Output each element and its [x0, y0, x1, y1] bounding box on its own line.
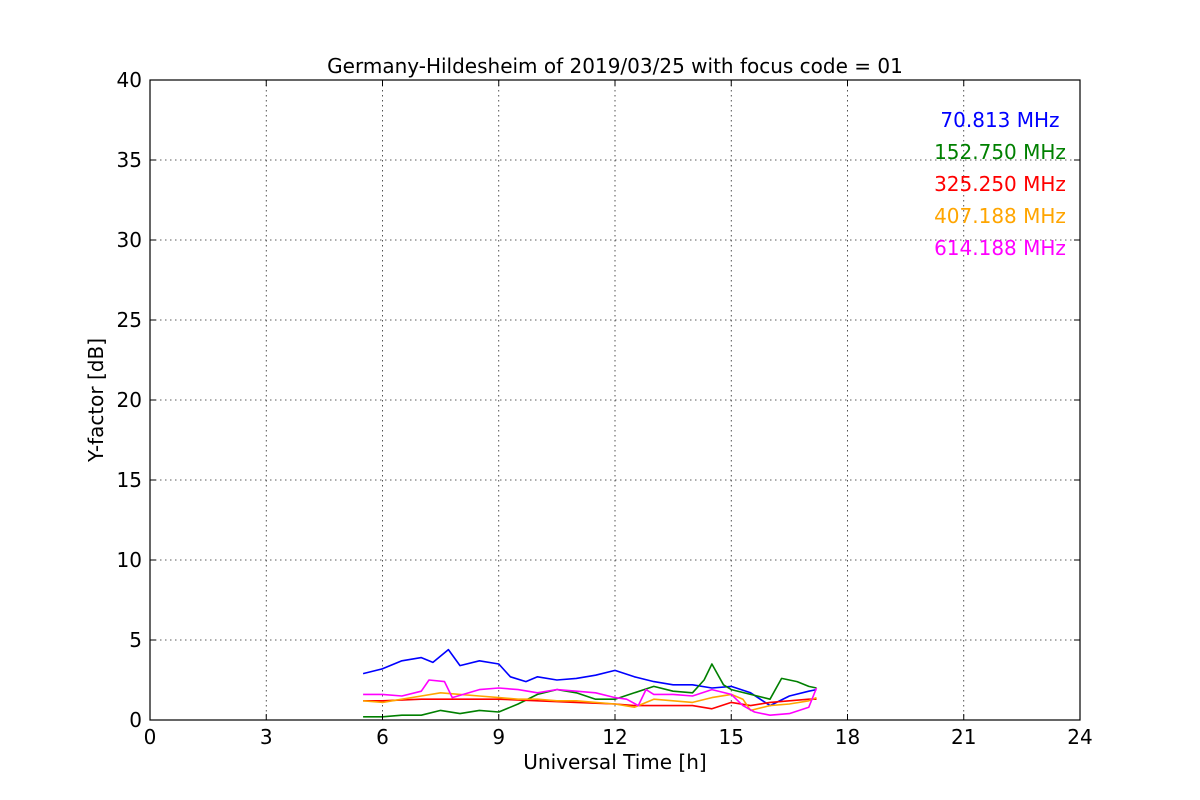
y-tick-label: 25 — [117, 308, 142, 332]
x-tick-label: 24 — [1067, 725, 1092, 749]
series-line — [363, 679, 818, 717]
y-tick-label: 0 — [129, 708, 142, 732]
y-axis-label: Y-factor [dB] — [84, 338, 108, 463]
legend: 70.813 MHz 152.750 MHz 325.250 MHz 407.188 … — [934, 108, 1066, 260]
y-tick-label: 20 — [117, 388, 142, 412]
ticks — [149, 79, 1081, 721]
x-tick-label: 9 — [492, 725, 505, 749]
legend-entry: 407.188 MHz — [934, 204, 1066, 228]
tick-labels: 0 3 6 9 12 15 18 21 24 0 5 10 15 20 25 30 35 40 — [117, 68, 1093, 749]
legend-entry: 70.813 MHz — [940, 108, 1059, 132]
x-axis-label: Universal Time [h] — [523, 750, 706, 774]
y-tick-label: 5 — [129, 628, 142, 652]
y-tick-label: 40 — [117, 68, 142, 92]
series-line — [363, 663, 817, 718]
legend-entry: 325.250 MHz — [934, 172, 1066, 196]
chart-title: Germany-Hildesheim of 2019/03/25 with fo… — [327, 54, 903, 78]
x-tick-label: 15 — [719, 725, 744, 749]
x-tick-label: 12 — [602, 725, 627, 749]
x-tick-label: 0 — [144, 725, 157, 749]
y-tick-label: 10 — [117, 548, 142, 572]
series-group — [362, 648, 818, 718]
grid — [150, 80, 1080, 720]
x-tick-label: 3 — [260, 725, 273, 749]
x-tick-label: 21 — [951, 725, 976, 749]
x-tick-label: 18 — [835, 725, 860, 749]
y-tick-label: 30 — [117, 228, 142, 252]
y-tick-label: 35 — [117, 148, 142, 172]
series-line — [362, 648, 817, 707]
x-tick-label: 6 — [376, 725, 389, 749]
legend-entry: 152.750 MHz — [934, 140, 1066, 164]
legend-entry: 614.188 MHz — [934, 236, 1066, 260]
series-line — [363, 698, 817, 710]
y-tick-label: 15 — [117, 468, 142, 492]
